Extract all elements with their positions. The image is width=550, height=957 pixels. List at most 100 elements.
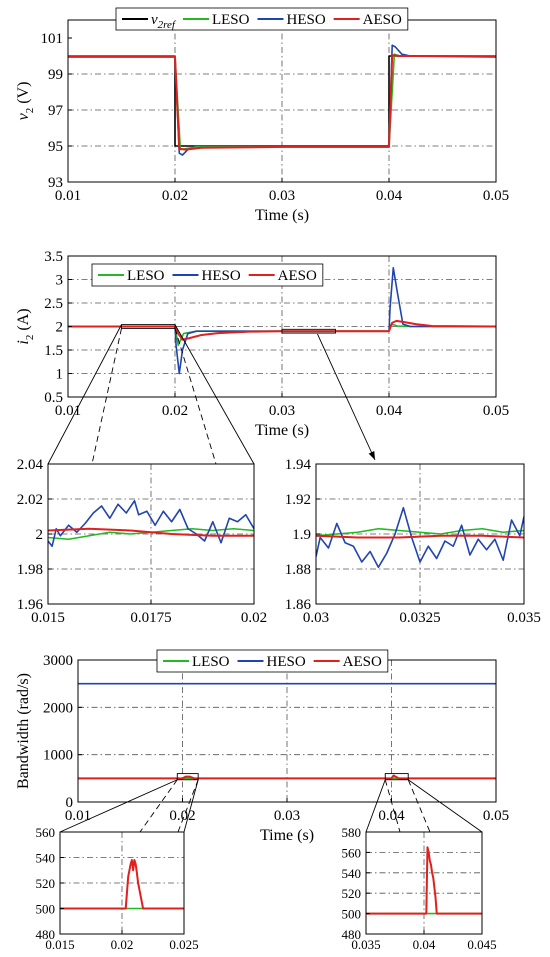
series-leso bbox=[316, 527, 524, 537]
panel-bandwidth-zoom-2: 0.035 0.04 0.045 480 500 520 540 560 580 bbox=[342, 825, 497, 952]
y-tick-label: 480 bbox=[342, 927, 362, 942]
y-tick-label: 500 bbox=[342, 907, 362, 922]
series-aeso bbox=[68, 54, 496, 151]
x-tick-label: 0.02 bbox=[169, 808, 195, 824]
zoom-line bbox=[59, 779, 178, 833]
x-tick-label: 0.03 bbox=[274, 808, 300, 824]
x-tick-label: 0.04 bbox=[413, 937, 436, 952]
y-tick-label: 3000 bbox=[43, 653, 73, 669]
y-tick-label: 1.5 bbox=[44, 343, 63, 359]
zoom-line bbox=[365, 779, 386, 833]
y-tick-label: 2.02 bbox=[17, 492, 43, 508]
y-tick-label: 520 bbox=[342, 886, 362, 901]
y-tick-label: 95 bbox=[48, 139, 63, 155]
series-aeso bbox=[60, 859, 184, 910]
zoom-region-2 bbox=[281, 328, 336, 334]
legend-label-ref: v2ref bbox=[151, 12, 177, 31]
panel-bandwidth: 0.01 0.02 0.03 0.04 0.05 0 1000 2000 3000 Time (s… bbox=[15, 653, 509, 844]
x-tick-label: 0.04 bbox=[378, 808, 405, 824]
y-axis-label: v2 (V) bbox=[15, 82, 36, 121]
y-tick-label: 480 bbox=[36, 927, 56, 942]
y-tick-label: 101 bbox=[41, 31, 64, 47]
y-tick-label: 2.5 bbox=[44, 296, 63, 312]
legend-label-aeso: AESO bbox=[363, 12, 402, 28]
legend-label-leso: LESO bbox=[192, 654, 230, 670]
y-tick-label: 99 bbox=[48, 67, 63, 83]
x-tick-label: 0.015 bbox=[45, 937, 74, 952]
legend-voltage: v2ref LESO HESO AESO bbox=[115, 7, 409, 31]
y-tick-label: 2 bbox=[36, 527, 44, 543]
x-tick-label: 0.02 bbox=[111, 937, 134, 952]
series-aeso bbox=[68, 319, 496, 341]
x-tick-label: 0.03 bbox=[269, 188, 295, 204]
zoom-line-dashed bbox=[384, 779, 401, 833]
y-tick-label: 1.9 bbox=[292, 527, 311, 543]
y-tick-label: 1.88 bbox=[285, 562, 311, 578]
legend-label-aeso: AESO bbox=[343, 654, 382, 670]
x-tick-label: 0.025 bbox=[169, 937, 198, 952]
y-tick-label: 540 bbox=[36, 851, 56, 866]
y-tick-label: 520 bbox=[36, 876, 56, 891]
y-tick-label: 1000 bbox=[43, 748, 73, 764]
x-axis-label: Time (s) bbox=[255, 207, 309, 224]
zoom-region-4 bbox=[384, 773, 409, 781]
x-tick-label: 0.02 bbox=[241, 610, 267, 626]
zoom-connectors bbox=[47, 324, 483, 833]
y-tick-label: 1.96 bbox=[17, 597, 44, 613]
y-tick-label: 3.5 bbox=[44, 249, 63, 265]
x-tick-label: 0.035 bbox=[351, 937, 380, 952]
zoom-line bbox=[407, 779, 483, 833]
y-tick-label: 500 bbox=[36, 902, 56, 917]
y-tick-label: 1.86 bbox=[285, 597, 312, 613]
legend-label-leso: LESO bbox=[127, 268, 165, 284]
y-tick-label: 580 bbox=[342, 825, 362, 840]
y-tick-label: 0.5 bbox=[44, 390, 63, 406]
x-tick-label: 0.01 bbox=[65, 808, 91, 824]
zoom-line-dashed bbox=[91, 328, 122, 465]
legend-current: LESO HESO AESO bbox=[91, 263, 324, 287]
zoom-line-dashed bbox=[174, 328, 217, 465]
x-tick-label: 0.01 bbox=[55, 403, 81, 419]
y-tick-label: 1.98 bbox=[17, 562, 43, 578]
zoom-region-1 bbox=[121, 324, 176, 329]
panel-voltage: 0.01 0.02 0.03 0.04 0.05 93 95 97 99 101 Time (s) v… bbox=[15, 19, 509, 224]
x-tick-label: 0.03 bbox=[269, 403, 295, 419]
x-tick-label: 0.035 bbox=[507, 610, 541, 626]
x-tick-label: 0.0325 bbox=[399, 610, 440, 626]
zoom-line bbox=[47, 324, 122, 465]
series-aeso bbox=[366, 846, 482, 915]
x-axis-label: Time (s) bbox=[260, 827, 314, 844]
x-tick-label: 0.03 bbox=[303, 610, 329, 626]
series-aeso bbox=[316, 534, 524, 539]
y-tick-label: 2.04 bbox=[17, 457, 44, 473]
x-tick-label: 0.04 bbox=[376, 403, 403, 419]
legend-bandwidth: LESO HESO AESO bbox=[156, 649, 389, 673]
y-tick-label: 93 bbox=[48, 175, 63, 191]
zoom-arrow bbox=[317, 333, 376, 461]
series-aeso bbox=[48, 527, 254, 537]
x-tick-label: 0.01 bbox=[55, 188, 81, 204]
legend-box bbox=[91, 263, 324, 287]
legend-label-heso: HESO bbox=[202, 268, 241, 284]
series-aeso bbox=[78, 774, 496, 780]
x-axis-label: Time (s) bbox=[255, 422, 309, 439]
x-tick-label: 0.02 bbox=[162, 188, 188, 204]
legend-label-heso: HESO bbox=[267, 654, 306, 670]
legend-label-heso: HESO bbox=[286, 12, 325, 28]
y-axis-label: Bandwidth (rad/s) bbox=[15, 673, 32, 789]
panel-current-zoom-1: 0.015 0.0175 0.02 1.96 1.98 2 2.02 2.04 bbox=[17, 457, 267, 626]
y-tick-label: 560 bbox=[342, 845, 362, 860]
zoom-line bbox=[174, 324, 255, 465]
zoom-line bbox=[183, 779, 199, 833]
y-tick-label: 1.94 bbox=[285, 457, 312, 473]
legend-box bbox=[156, 649, 389, 673]
x-tick-label: 0.045 bbox=[467, 937, 496, 952]
y-tick-label: 1.92 bbox=[285, 492, 311, 508]
panel-current-zoom-2: 0.03 0.0325 0.035 1.86 1.88 1.9 1.92 1.94 bbox=[285, 457, 541, 626]
y-tick-label: 3 bbox=[56, 273, 64, 289]
zoom-region-3 bbox=[176, 773, 199, 781]
y-tick-label: 0 bbox=[66, 795, 74, 811]
y-tick-label: 2000 bbox=[43, 700, 73, 716]
legend-label-aeso: AESO bbox=[278, 268, 317, 284]
